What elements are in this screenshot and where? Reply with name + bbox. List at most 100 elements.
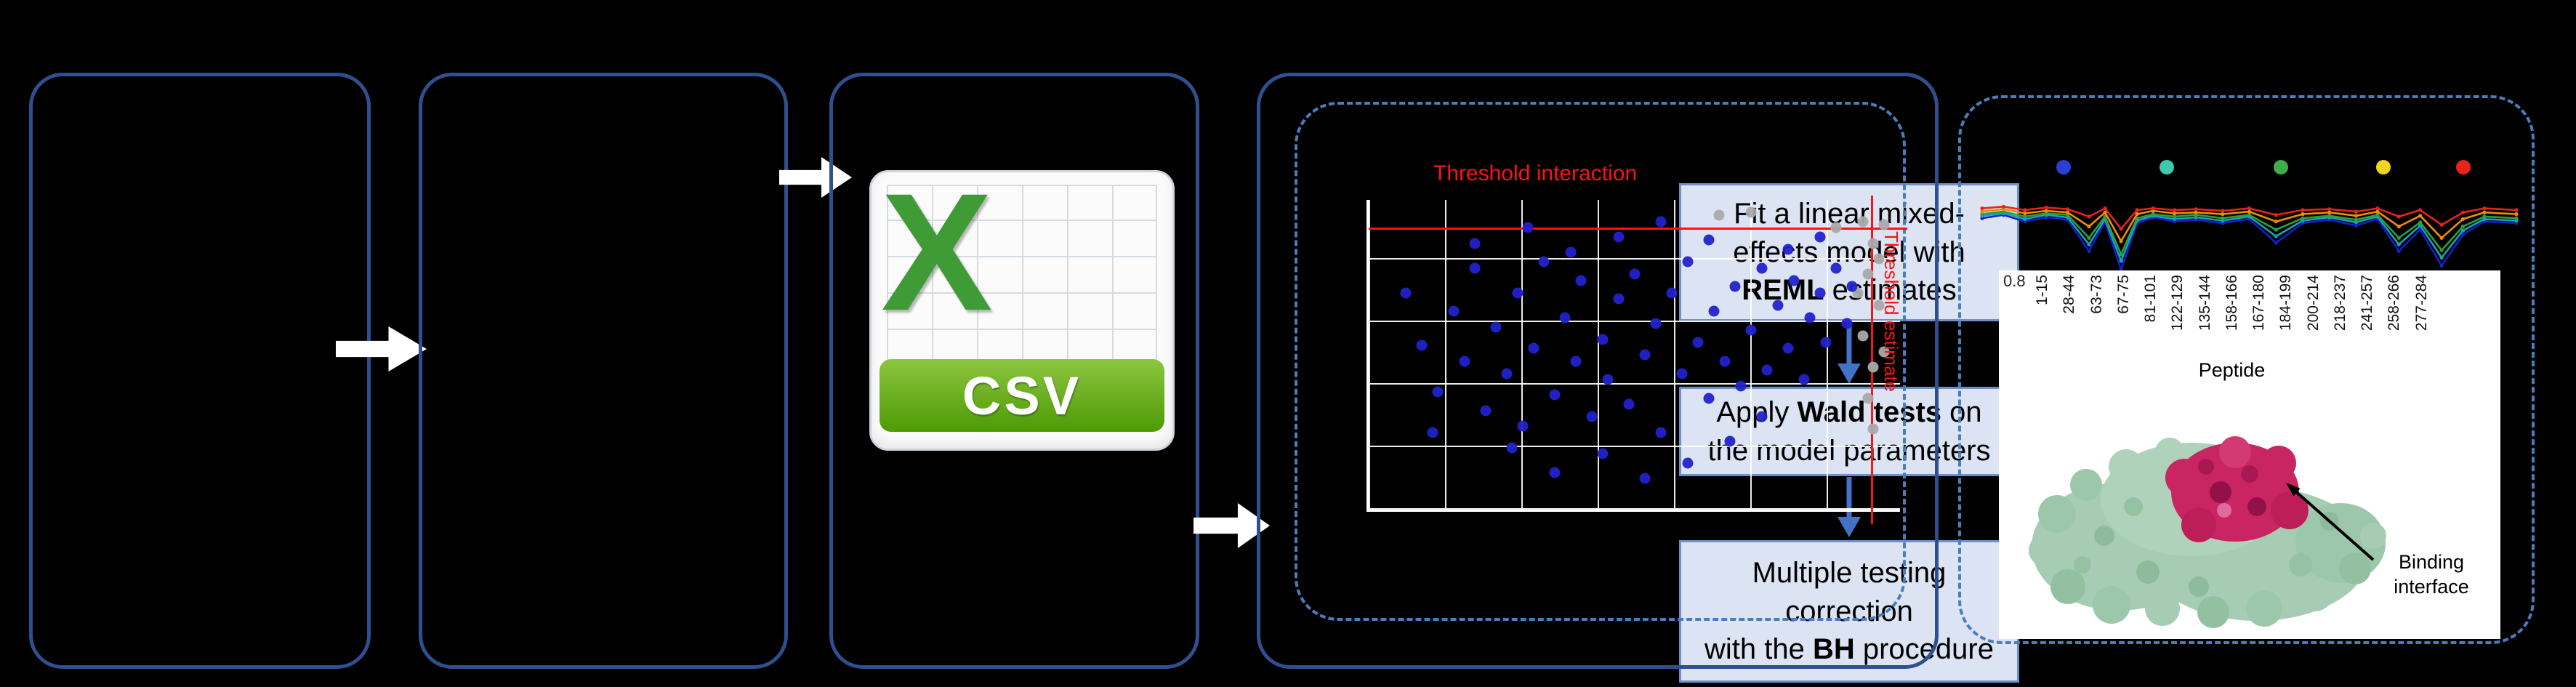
peptide-tick-label: 1-15 — [2034, 275, 2050, 306]
scatter-dot — [1522, 222, 1534, 233]
scatter-dot — [1655, 427, 1667, 438]
state-dot — [2455, 160, 2471, 174]
binding-interface-label: Binding interface — [2366, 550, 2497, 600]
scatter-dot — [1830, 222, 1842, 233]
binding-label-line1: Binding — [2398, 551, 2465, 573]
scatter-dot — [1798, 374, 1810, 385]
csv-file-icon: X CSV — [869, 160, 1175, 451]
threshold-vline — [1870, 196, 1873, 524]
scatter-dot — [1756, 262, 1768, 274]
state-dot — [2375, 160, 2391, 174]
scatter-dot — [1623, 398, 1635, 410]
flow-box-bh: Multiple testing correction with the BH pr… — [1679, 540, 2019, 683]
scatter-dot — [1459, 355, 1470, 367]
scatter-dot — [1432, 386, 1444, 398]
scatter-dot — [1862, 268, 1874, 280]
scatter-dot — [1549, 389, 1561, 401]
scatter-dot — [1650, 318, 1662, 329]
scatter-dot — [1756, 411, 1768, 422]
state-dot — [2056, 160, 2072, 174]
scatter-dot — [1512, 287, 1524, 299]
scatter-dot — [1745, 206, 1757, 218]
results-dashed-box: Threshold interaction Threshold estimate — [1295, 102, 1907, 621]
scatter-dot — [1501, 368, 1513, 379]
scatter-dot — [1469, 238, 1481, 249]
scatter-dot — [1655, 216, 1667, 228]
scatter-dot — [1814, 231, 1826, 243]
scatter-dot — [1549, 467, 1561, 478]
scatter-dot — [1692, 337, 1704, 348]
scatter-dot — [1682, 457, 1694, 469]
scatter-dot — [1772, 300, 1784, 311]
scatter-dot — [1719, 355, 1731, 367]
scatter-dot — [1735, 380, 1747, 392]
scatter-dot — [1862, 393, 1874, 404]
state-dot — [2159, 160, 2174, 174]
flow-box-text-line: Multiple testing — [1752, 556, 1947, 589]
scatter-dot — [1570, 355, 1582, 367]
scatter-dot — [1400, 287, 1412, 299]
scatter-dot — [1873, 253, 1885, 265]
scatter-dot — [1841, 318, 1853, 329]
scatter-dot — [1729, 281, 1741, 292]
scatter-dot — [1804, 312, 1816, 324]
scatter-dot — [1788, 275, 1800, 286]
scatter-dot — [1469, 262, 1481, 274]
scatter-dot — [1782, 244, 1794, 255]
state-legend-dots — [1961, 160, 2532, 176]
scatter-dot — [1416, 340, 1428, 351]
peptide-tick-label: 81-101 — [2142, 275, 2160, 323]
threshold-hline — [1369, 228, 1907, 230]
scatter-dot — [1878, 346, 1890, 358]
scatter-dot — [1878, 219, 1890, 230]
scatter-dot — [1613, 293, 1625, 305]
scatter-dot — [1506, 442, 1518, 454]
scatter-dot — [1782, 342, 1794, 354]
scatter-dot — [1814, 287, 1826, 299]
scatter-dot — [1820, 337, 1832, 348]
scatter-dot — [1613, 231, 1625, 243]
scatter-dot — [1867, 238, 1879, 249]
scatter-dot — [1676, 368, 1688, 379]
scatter-dot — [1724, 435, 1736, 447]
scatter-dot — [1597, 334, 1609, 345]
peptide-figure: 0.8 1-15 28-44 63-73 67-75 81-101 122-129 135-… — [1999, 270, 2500, 639]
scatter-dot — [1682, 256, 1694, 268]
panel-input — [29, 73, 371, 669]
volcano-plot: Threshold estimate — [1367, 196, 1907, 524]
state-dot — [2273, 160, 2288, 174]
scatter-dot — [1867, 423, 1879, 435]
spreadsheet-grid — [887, 185, 1157, 366]
peptide-tick-label: 200-214 — [2304, 275, 2322, 332]
scatter-dot — [1867, 361, 1879, 373]
scatter-dot — [1703, 234, 1715, 246]
excel-x-logo: X — [881, 158, 993, 345]
scatter-dot — [1517, 420, 1529, 432]
peptide-tick-label: 122-129 — [2169, 275, 2186, 332]
structure-dashed-box: 0.8 1-15 28-44 63-73 67-75 81-101 122-129 135-… — [1958, 95, 2535, 644]
scatter-dot — [1745, 324, 1757, 336]
scatter-dot — [1857, 330, 1869, 342]
peptide-tick-label: 63-73 — [2088, 275, 2105, 314]
scatter-dot — [1602, 374, 1614, 385]
binding-label-line2: interface — [2394, 575, 2469, 598]
scatter-dot — [1490, 321, 1502, 333]
scatter-dot — [1575, 275, 1587, 286]
scatter-dot — [1528, 342, 1539, 354]
scatter-dot — [1629, 268, 1640, 280]
scatter-dot — [1761, 364, 1773, 376]
peptide-tick-label: 158-166 — [2223, 275, 2240, 332]
threshold-estimate-label: Threshold estimate — [1880, 230, 1902, 392]
scatter-dot — [1639, 349, 1651, 361]
scatter-dot — [1857, 216, 1869, 228]
peptide-tick-label: 135-144 — [2196, 275, 2213, 332]
csv-banner: CSV — [880, 359, 1164, 432]
scatter-dot — [1708, 305, 1720, 317]
axis-tick-label: 0.8 — [2003, 272, 2026, 290]
scatter-dot — [1448, 305, 1460, 317]
scatter-dot — [1586, 411, 1598, 422]
peptide-tick-label: 167-180 — [2250, 275, 2268, 332]
peptide-tick-label: 67-75 — [2114, 275, 2132, 314]
scatter-dot — [1480, 405, 1492, 417]
